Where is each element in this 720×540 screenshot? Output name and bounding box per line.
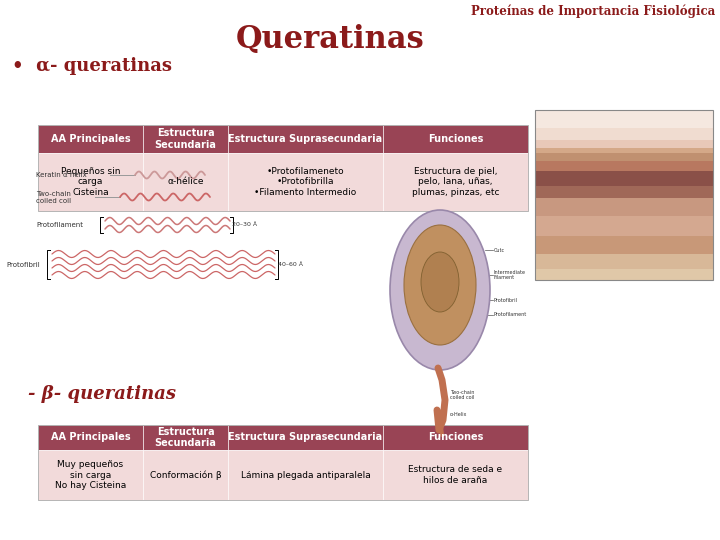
- Bar: [228, 125, 383, 153]
- Bar: [38, 153, 143, 211]
- Text: AA Principales: AA Principales: [50, 433, 130, 442]
- Bar: [535, 140, 713, 148]
- Ellipse shape: [421, 252, 459, 312]
- Bar: [535, 161, 713, 171]
- Bar: [38, 125, 528, 211]
- Bar: [38, 425, 528, 500]
- Text: Estructura
Secundaria: Estructura Secundaria: [155, 427, 217, 448]
- Bar: [383, 450, 528, 500]
- Text: 40–60 Å: 40–60 Å: [278, 262, 303, 267]
- Text: - β- queratinas: - β- queratinas: [28, 385, 176, 403]
- Bar: [535, 171, 713, 186]
- Text: 20–30 Å: 20–30 Å: [232, 222, 257, 227]
- Text: Estructura de seda e
hilos de araña: Estructura de seda e hilos de araña: [408, 465, 503, 485]
- Text: Estructura Suprasecundaria: Estructura Suprasecundaria: [228, 433, 382, 442]
- Bar: [143, 125, 228, 153]
- Text: •Protofilameneto
•Protofibrilla
•Filamento Intermedio: •Protofilameneto •Protofibrilla •Filamen…: [254, 167, 356, 197]
- Bar: [535, 269, 713, 280]
- Text: Protofibril: Protofibril: [494, 298, 518, 302]
- Bar: [535, 236, 713, 254]
- Ellipse shape: [390, 210, 490, 370]
- Text: α-Helix: α-Helix: [450, 413, 467, 417]
- Bar: [143, 153, 228, 211]
- Bar: [383, 153, 528, 211]
- Text: coiled coil: coiled coil: [36, 198, 71, 204]
- Text: Protofibril: Protofibril: [6, 262, 40, 268]
- Text: Estructura Suprasecundaria: Estructura Suprasecundaria: [228, 134, 382, 144]
- Bar: [535, 153, 713, 161]
- Bar: [143, 450, 228, 500]
- Text: Estructura de piel,
pelo, lana, uñas,
plumas, pinzas, etc: Estructura de piel, pelo, lana, uñas, pl…: [412, 167, 499, 197]
- Text: α-hélice: α-hélice: [167, 178, 204, 186]
- Text: Two-chain
coiled coil: Two-chain coiled coil: [450, 389, 474, 400]
- Bar: [38, 450, 143, 500]
- Bar: [535, 216, 713, 236]
- Bar: [38, 125, 143, 153]
- Bar: [383, 125, 528, 153]
- Text: Two-chain: Two-chain: [36, 191, 71, 197]
- Text: Cutc: Cutc: [494, 247, 505, 253]
- Bar: [535, 148, 713, 153]
- Bar: [535, 110, 713, 280]
- Bar: [38, 425, 143, 450]
- Bar: [383, 425, 528, 450]
- Bar: [535, 198, 713, 216]
- Bar: [535, 128, 713, 140]
- Text: Protofilament: Protofilament: [494, 313, 527, 318]
- Bar: [228, 450, 383, 500]
- Text: Proteínas de Importancia Fisiológica: Proteínas de Importancia Fisiológica: [471, 4, 715, 17]
- Text: •  α- queratinas: • α- queratinas: [12, 57, 172, 75]
- Text: Lámina plegada antiparalela: Lámina plegada antiparalela: [240, 470, 370, 480]
- Text: AA Principales: AA Principales: [50, 134, 130, 144]
- Text: Funciones: Funciones: [428, 134, 483, 144]
- Text: Funciones: Funciones: [428, 433, 483, 442]
- Text: Intermediate
Filament: Intermediate Filament: [494, 269, 526, 280]
- Bar: [228, 153, 383, 211]
- Bar: [228, 425, 383, 450]
- Bar: [535, 254, 713, 269]
- Text: Queratinas: Queratinas: [235, 24, 424, 55]
- Text: Protofilament: Protofilament: [36, 222, 83, 228]
- Text: Estructura
Secundaria: Estructura Secundaria: [155, 128, 217, 150]
- Ellipse shape: [404, 225, 476, 345]
- Text: Muy pequeños
sin carga
No hay Cisteina: Muy pequeños sin carga No hay Cisteina: [55, 460, 126, 490]
- Text: Conformación β: Conformación β: [150, 470, 221, 480]
- Text: Keratin α helix: Keratin α helix: [36, 172, 86, 178]
- Bar: [535, 186, 713, 198]
- Bar: [535, 110, 713, 128]
- Bar: [143, 425, 228, 450]
- Text: Pequeños sin
carga
Cisteina: Pequeños sin carga Cisteina: [60, 167, 120, 197]
